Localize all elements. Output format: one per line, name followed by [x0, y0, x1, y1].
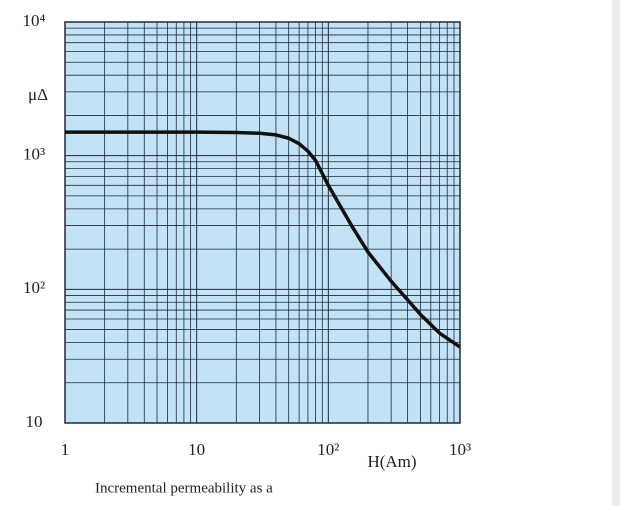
x-axis-label: H(Am) — [367, 452, 416, 471]
y-tick-label: 10⁴ — [23, 11, 46, 30]
plot-frame — [64, 21, 461, 424]
y-tick-label: 10² — [23, 278, 45, 297]
y-tick-label: 10³ — [23, 145, 45, 164]
y-axis-label: μΔ — [28, 85, 48, 104]
caption: Incremental permeability as a — [95, 480, 273, 496]
x-tick-label: 10³ — [449, 440, 471, 459]
x-tick-label: 10² — [317, 440, 339, 459]
data-line — [65, 130, 461, 349]
plot-background — [65, 22, 460, 423]
y-tick-label: 10 — [26, 412, 43, 431]
x-tick-label: 10 — [188, 440, 205, 459]
side-panel — [612, 0, 620, 506]
x-tick-label: 1 — [61, 440, 70, 459]
